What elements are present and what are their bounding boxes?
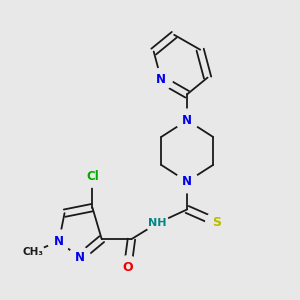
Circle shape bbox=[176, 170, 198, 193]
Text: O: O bbox=[122, 260, 133, 274]
Circle shape bbox=[68, 247, 91, 269]
Circle shape bbox=[146, 212, 169, 234]
Text: NH: NH bbox=[148, 218, 167, 228]
Text: CH₃: CH₃ bbox=[22, 247, 44, 257]
Text: N: N bbox=[182, 114, 192, 127]
Circle shape bbox=[150, 68, 172, 91]
Text: N: N bbox=[74, 251, 84, 264]
Text: N: N bbox=[182, 175, 192, 188]
Circle shape bbox=[117, 256, 139, 278]
Circle shape bbox=[206, 211, 228, 234]
Circle shape bbox=[48, 230, 70, 252]
Circle shape bbox=[22, 241, 44, 263]
Circle shape bbox=[81, 165, 104, 187]
Text: S: S bbox=[212, 216, 221, 229]
Text: N: N bbox=[156, 73, 166, 86]
Text: N: N bbox=[54, 235, 64, 248]
Text: Cl: Cl bbox=[86, 169, 99, 182]
Circle shape bbox=[176, 109, 198, 131]
